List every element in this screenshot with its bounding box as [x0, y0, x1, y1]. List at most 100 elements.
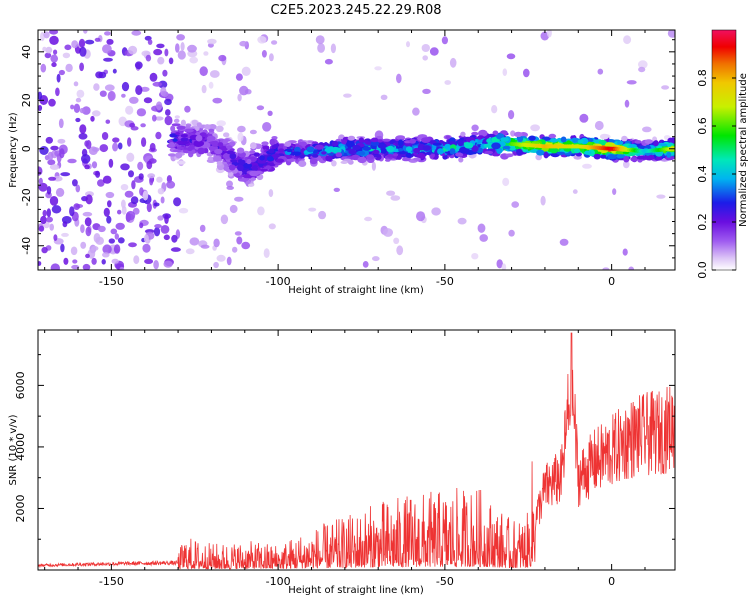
- spectrogram-cell: [477, 223, 486, 233]
- x-tick-label: -50: [436, 275, 454, 288]
- figure-title: C2E5.2023.245.22.29.R08: [270, 3, 441, 18]
- spectrogram-cell: [117, 142, 123, 150]
- spectrogram-cell: [163, 234, 170, 241]
- spectrogram-cell: [195, 140, 205, 147]
- spectrogram-cell: [380, 147, 387, 154]
- spectrogram-cell: [170, 125, 176, 132]
- spectrogram-cell: [347, 135, 356, 141]
- spectrogram-cell: [330, 146, 341, 153]
- spectrogram-cell: [626, 135, 633, 139]
- spectrogram-cell: [108, 238, 116, 244]
- x-tick-label: -150: [99, 275, 124, 288]
- x-tick-label: -150: [99, 575, 124, 588]
- spectrogram-cell: [105, 119, 111, 124]
- spectrogram-cell: [180, 119, 186, 127]
- spectrogram-cell: [107, 90, 116, 101]
- spectrogram-cell: [352, 144, 361, 151]
- spectrogram-cell: [348, 148, 356, 155]
- spectrogram-cell: [166, 180, 176, 189]
- spectrogram-cell: [226, 256, 232, 266]
- spectrogram-y-axis-label: Frequency (Hz): [8, 112, 19, 188]
- spectrogram-cell: [286, 148, 293, 153]
- spectrogram-cell: [449, 57, 457, 68]
- y-tick-label: -40: [20, 237, 33, 255]
- spectrogram-cell: [144, 258, 154, 264]
- spectrogram-cell: [145, 54, 152, 62]
- spectrogram-cell: [229, 204, 238, 214]
- spectrogram-cell: [252, 170, 263, 175]
- spectrogram-cell: [84, 164, 90, 170]
- spectrogram-cell: [94, 37, 101, 42]
- spectrogram-cell: [216, 254, 226, 262]
- spectrogram-cell: [51, 205, 62, 214]
- spectrogram-cell: [422, 145, 432, 151]
- spectrogram-cell: [600, 154, 607, 159]
- spectrogram-cell: [644, 139, 653, 145]
- spectrogram-cell: [53, 49, 58, 55]
- spectrogram-cell: [377, 143, 387, 149]
- spectrogram-cell: [121, 93, 126, 98]
- spectrogram-cell: [237, 125, 246, 133]
- spectrogram-cell: [634, 140, 642, 144]
- spectrogram-cell: [602, 267, 610, 270]
- spectrogram-cell: [226, 145, 233, 150]
- y-tick-label: 40: [20, 45, 33, 59]
- spectrogram-cell: [484, 150, 494, 155]
- spectrogram-cell: [405, 152, 412, 158]
- spectrogram-cell: [111, 258, 119, 264]
- spectrogram-cell: [486, 142, 493, 149]
- spectrogram-cell: [405, 146, 413, 152]
- spectrogram-cell: [249, 150, 256, 154]
- spectrogram-cell: [49, 223, 54, 231]
- spectrogram-cell: [49, 196, 59, 206]
- spectrogram-cell: [127, 137, 132, 147]
- spectrogram-cell: [214, 148, 223, 155]
- spectrogram-cell: [257, 36, 267, 44]
- colorbar-tick-label: 0.4: [696, 165, 709, 183]
- spectrogram-cell: [372, 149, 380, 155]
- spectrogram-cell: [84, 140, 89, 147]
- spectrogram-cell: [180, 134, 188, 138]
- spectrogram-cell: [584, 150, 592, 155]
- spectrogram-cell: [575, 152, 582, 157]
- spectrogram-cell: [162, 91, 169, 98]
- colorbar-label: Normalized spectral amplitude: [738, 73, 749, 227]
- spectrogram-cell: [38, 91, 43, 100]
- y-tick-label: 0: [20, 145, 33, 152]
- spectrogram-cell: [156, 43, 165, 49]
- spectrogram-cell: [449, 148, 456, 155]
- spectrogram-cell: [106, 38, 114, 45]
- spectrogram-cell: [64, 44, 72, 51]
- spectrogram-cell: [566, 132, 577, 136]
- spectrogram-cell: [516, 148, 523, 156]
- spectrogram-cell: [346, 140, 355, 148]
- spectrogram-cell: [106, 215, 112, 224]
- spectrogram-cell: [624, 99, 630, 108]
- spectrogram-cell: [176, 146, 185, 150]
- spectrogram-cell: [52, 175, 63, 182]
- spectrogram-cell: [630, 157, 638, 162]
- spectrogram-cell: [208, 81, 214, 89]
- spectrogram-cell: [422, 88, 431, 94]
- spectrogram-cell: [48, 98, 56, 107]
- spectrogram-cell: [236, 147, 245, 154]
- spectrogram-cell: [491, 142, 501, 150]
- spectrogram-cell: [170, 247, 181, 252]
- spectrogram-cell: [191, 119, 199, 126]
- spectrogram-cell: [149, 142, 156, 152]
- spectrogram-cell: [220, 214, 229, 225]
- spectrogram-cell: [40, 215, 47, 225]
- spectrogram-cell: [76, 89, 85, 98]
- spectrogram-cell: [243, 162, 253, 169]
- snr-series: [38, 332, 675, 570]
- spectrogram-cell: [459, 146, 470, 154]
- spectrogram-cell: [173, 118, 180, 123]
- spectrogram-cell: [131, 30, 142, 36]
- spectrogram-cell: [73, 103, 81, 114]
- spectrogram-cell: [153, 48, 163, 56]
- spectrogram-cell: [41, 246, 48, 254]
- spectrogram-cell: [306, 146, 315, 153]
- spectrogram-cell: [120, 163, 130, 171]
- spectrogram-cell: [59, 148, 65, 159]
- spectrogram-cell: [57, 138, 66, 144]
